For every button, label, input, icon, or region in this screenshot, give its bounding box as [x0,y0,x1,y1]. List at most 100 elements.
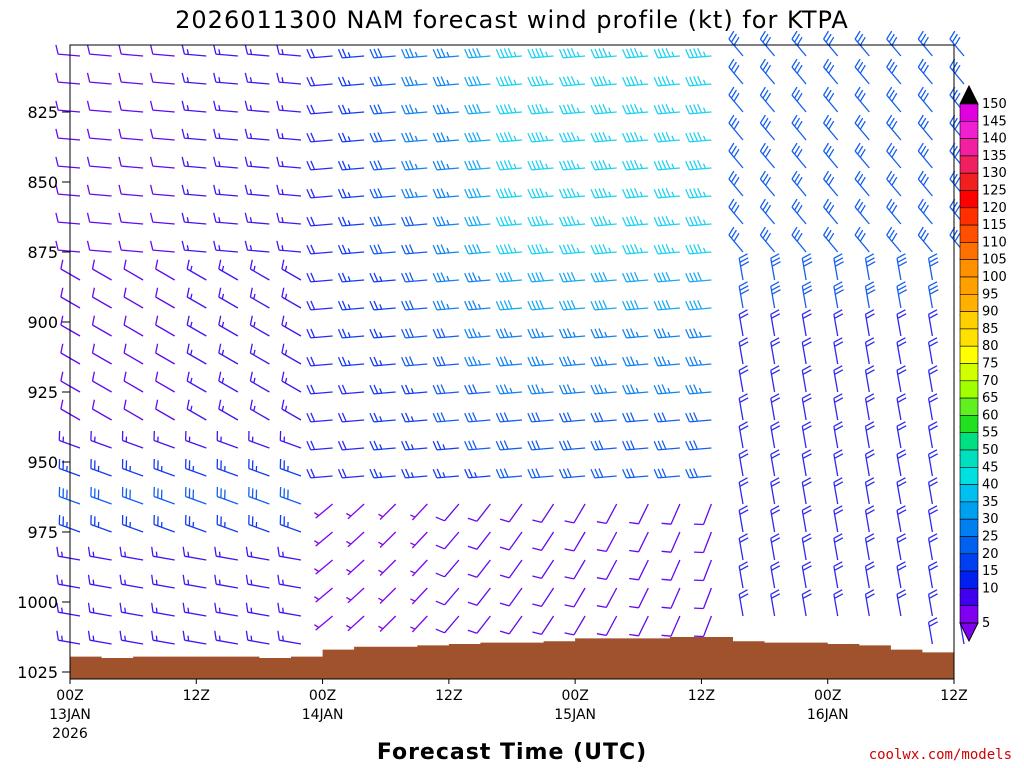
wind-barb [86,44,112,57]
wind-barb [249,371,270,393]
wind-barb [249,315,270,337]
colorbar-swatch [959,380,979,399]
wind-barb [281,259,302,281]
wind-barb [653,47,680,59]
colorbar-label: 30 [982,512,999,527]
wind-barb [495,187,523,199]
wind-barb [216,430,239,449]
wind-barb [184,430,207,449]
wind-barb [86,128,112,141]
wind-barb [833,337,844,365]
colorbar-swatch [959,155,979,174]
wind-barb [153,430,175,449]
wind-barb [435,587,460,606]
wind-barb [495,131,523,143]
wind-barb [464,103,491,115]
wind-barb [823,114,839,141]
wind-barb [281,399,302,421]
wind-barb [527,440,554,451]
colorbar-label: 35 [982,495,999,510]
wind-barb [833,533,844,561]
wind-barb [118,184,144,197]
wind-barb [801,281,813,309]
terrain-fill [70,637,954,679]
wind-barb [432,160,459,171]
colorbar-label: 55 [982,426,999,441]
wind-barb [213,212,238,225]
wind-barb [564,559,586,580]
colorbar-swatch [959,466,979,485]
wind-barb [653,468,680,479]
wind-barb [401,188,428,199]
wind-barb [248,514,270,533]
wind-barb [464,187,491,199]
wind-barb [661,615,681,637]
colorbar-swatch [959,103,979,122]
colorbar-label: 40 [982,478,999,493]
wind-barb [346,531,365,548]
wind-barb [949,30,965,57]
wind-barb [369,244,396,255]
credit-link[interactable]: coolwx.com/models [869,747,1012,763]
wind-barb [770,561,781,589]
wind-barb [693,615,713,638]
wind-barb [244,72,270,85]
wind-barb [123,315,144,337]
wind-barb [854,142,870,169]
wind-barb [558,440,586,451]
colorbar-swatch [959,172,979,191]
wind-barb [685,412,712,423]
wind-barb [823,58,839,85]
wind-barb [854,170,870,197]
wind-barb [791,198,807,225]
wind-barb [432,216,459,227]
colorbar-swatch [959,501,979,520]
wind-barb [244,240,270,253]
wind-barb [55,156,81,169]
wind-barb [527,75,554,87]
wind-barb [495,75,523,87]
wind-barb [864,477,875,505]
wind-barb [369,300,396,311]
wind-barb [590,215,617,227]
wind-barb [886,114,902,141]
wind-barb [833,421,844,449]
wind-barb [369,272,396,283]
x-tick-label: 12Z [435,688,462,704]
wind-barb [149,72,175,85]
wind-barb [728,30,744,57]
wind-barb [337,272,365,283]
wind-barb [401,328,428,339]
wind-barb [558,131,586,143]
wind-barb [281,371,302,393]
wind-barb [527,47,554,59]
wind-barb [182,574,207,589]
wind-barb [728,198,744,225]
wind-barb [279,486,302,505]
wind-barb [693,503,713,526]
wind-barb [949,142,965,169]
wind-barb [527,299,554,311]
wind-barb [590,299,617,311]
surface-terrain-layer [70,637,954,679]
wind-barb [833,309,844,337]
wind-barb [527,187,554,199]
wind-barb [833,589,844,617]
wind-barb [369,104,396,115]
x-tick-label: 12Z [688,688,715,704]
wind-barb [249,343,270,365]
wind-barb [279,514,302,533]
wind-barb [123,399,144,421]
wind-barb [467,587,491,606]
wind-barb [346,615,365,632]
wind-barb [801,533,812,561]
wind-barb [791,30,807,57]
x-tick-label: 12Z [183,688,210,704]
wind-barb [495,440,523,451]
wind-barb [854,198,870,225]
wind-barb [435,531,460,550]
wind-barb [314,559,334,575]
wind-barb [527,384,554,395]
wind-barb [629,531,649,553]
wind-barb [248,458,270,477]
